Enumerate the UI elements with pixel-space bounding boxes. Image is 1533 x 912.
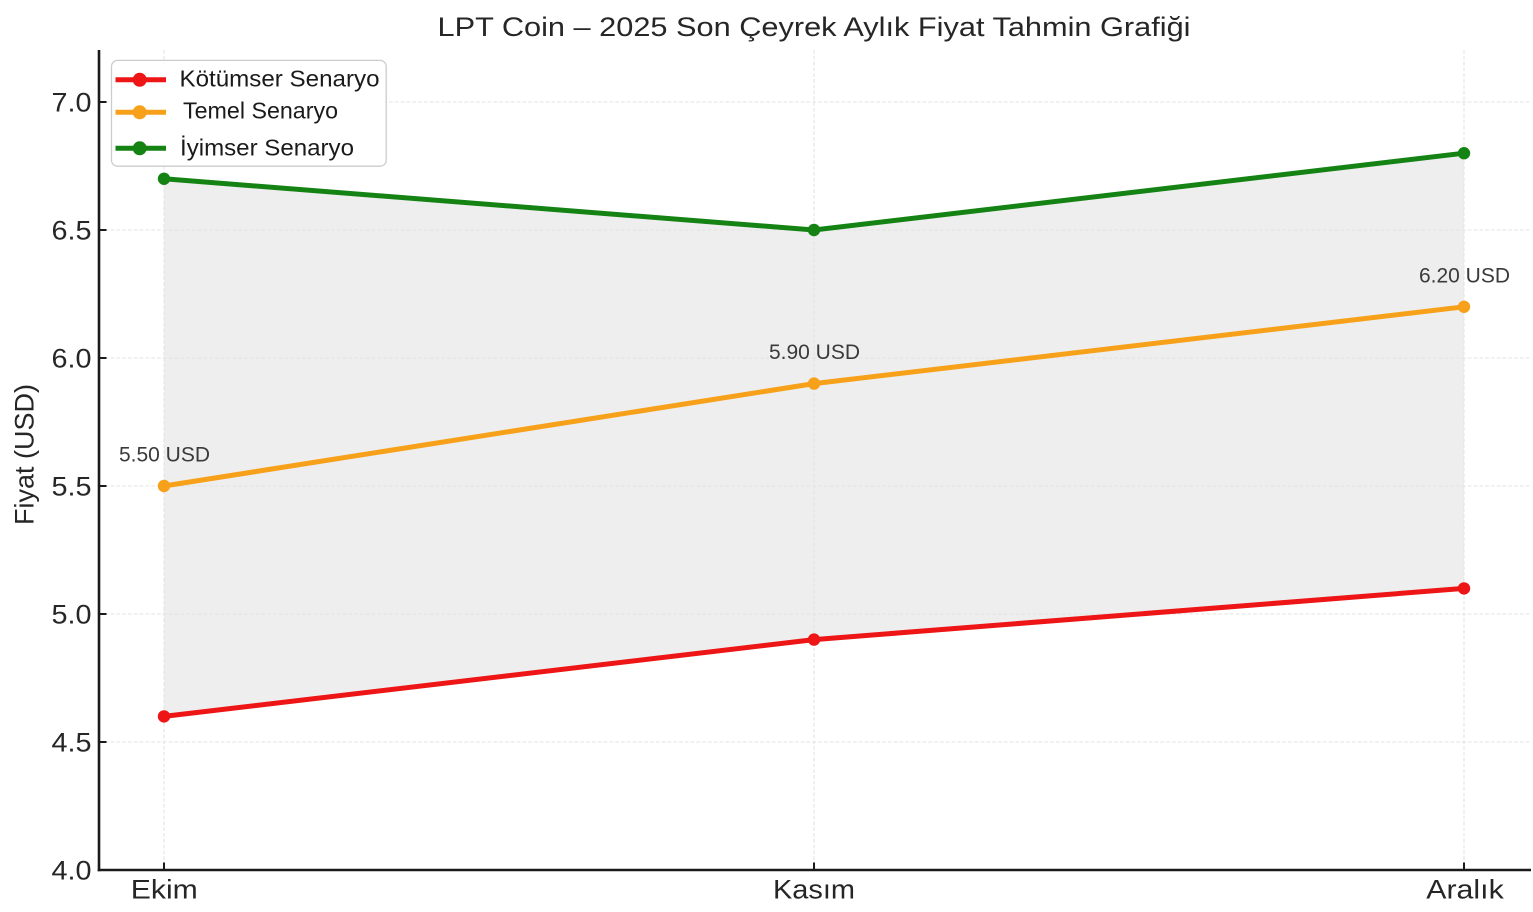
svg-text:6.0: 6.0 (52, 344, 92, 374)
svg-text:5.0: 5.0 (52, 600, 92, 630)
svg-text:Aralık: Aralık (1426, 875, 1504, 905)
svg-text:İyimser Senaryo: İyimser Senaryo (180, 134, 354, 160)
svg-text:Ekim: Ekim (131, 875, 198, 905)
svg-text:4.5: 4.5 (52, 728, 92, 758)
svg-text:5.90 USD: 5.90 USD (769, 341, 860, 364)
svg-text:7.0: 7.0 (52, 88, 92, 118)
svg-text:Fiyat (USD): Fiyat (USD) (10, 384, 40, 525)
svg-text:Kötümser Senaryo: Kötümser Senaryo (180, 66, 380, 92)
svg-text:5.50 USD: 5.50 USD (119, 444, 210, 467)
svg-text:Kasım: Kasım (773, 875, 855, 905)
svg-text:6.5: 6.5 (52, 216, 92, 246)
svg-text:Temel Senaryo: Temel Senaryo (183, 98, 338, 124)
svg-text:4.0: 4.0 (52, 856, 92, 886)
svg-text:5.5: 5.5 (52, 472, 92, 502)
svg-text:6.20 USD: 6.20 USD (1419, 264, 1510, 287)
svg-text:LPT Coin – 2025 Son Çeyrek Ayl: LPT Coin – 2025 Son Çeyrek Aylık Fiyat T… (438, 12, 1191, 42)
